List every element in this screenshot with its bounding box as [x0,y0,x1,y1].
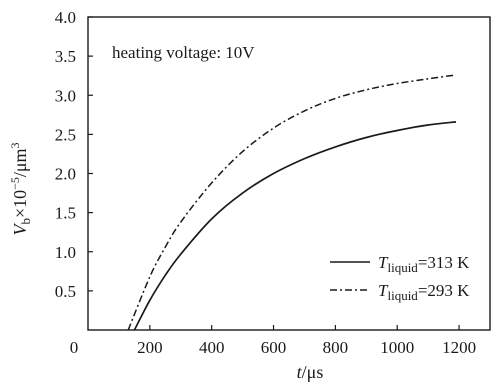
chart-annotation: heating voltage: 10V [112,43,255,62]
x-tick-label: 600 [261,338,287,357]
legend-label-313k: Tliquid=313 K [378,253,470,275]
y-tick-label: 0.5 [55,282,76,301]
y-tick-label: 2.5 [55,125,76,144]
series-line-313k [133,121,457,331]
y-tick-label: 4.0 [55,8,76,27]
y-tick-label: 3.5 [55,47,76,66]
y-tick-label: 1.0 [55,243,76,262]
x-tick-label: 400 [199,338,225,357]
legend-label-293k: Tliquid=293 K [378,281,470,303]
y-tick-label: 3.0 [55,86,76,105]
x-tick-label: 1000 [380,338,414,357]
y-tick-label: 1.5 [55,204,76,223]
y-axis-label: Vb×10−5/μm3 [8,142,33,235]
legend: Tliquid=313 K Tliquid=293 K [330,253,470,303]
x-tick-label: 0 [70,338,79,357]
x-axis-label: t/μs [297,362,324,382]
y-tick-label: 2.0 [55,165,76,184]
x-tick-label: 800 [323,338,349,357]
series-line-293k [127,74,457,331]
x-tick-label: 1200 [442,338,476,357]
x-tick-label: 200 [137,338,163,357]
